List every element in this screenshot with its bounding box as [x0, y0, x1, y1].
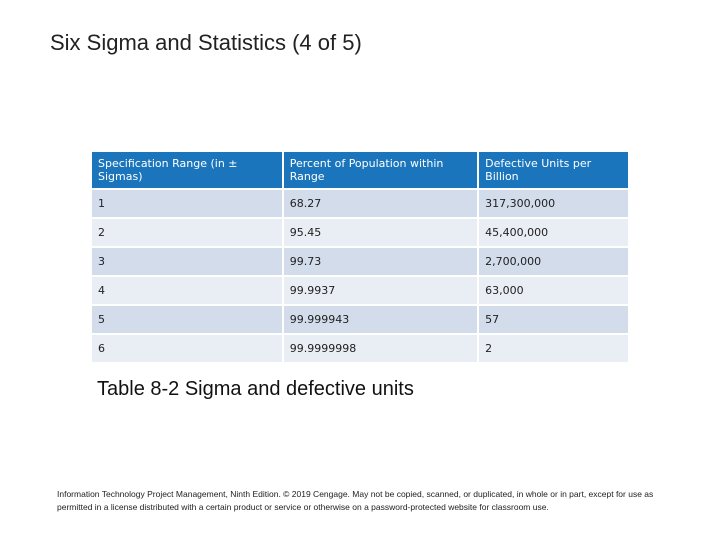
- table-caption: Table 8-2 Sigma and defective units: [97, 378, 414, 400]
- table-cell: 63,000: [479, 277, 628, 304]
- table-cell: 57: [479, 306, 628, 333]
- header-cell: Percent of Population within Range: [283, 152, 478, 188]
- table-cell: 4: [92, 277, 282, 304]
- header-cell: Specification Range (in ± Sigmas): [92, 152, 282, 188]
- table-cell: 3: [92, 248, 282, 275]
- table-cell: 5: [92, 306, 282, 333]
- table-cell: 99.9937: [283, 277, 478, 304]
- table-body: 1 68.27 317,300,000 2 95.45 45,400,000 3 99.73 2…: [92, 190, 628, 362]
- sigma-table: Specification Range (in ± Sigmas) Percent…: [90, 150, 630, 364]
- header-row: Specification Range (in ± Sigmas) Percent…: [92, 152, 628, 188]
- copyright-footer: Information Technology Project Managemen…: [57, 489, 654, 512]
- table-cell: 2: [92, 219, 282, 246]
- table-cell: 6: [92, 335, 282, 362]
- table-cell: 317,300,000: [479, 190, 628, 217]
- slide-title: Six Sigma and Statistics (4 of 5): [50, 30, 362, 55]
- table-cell: 45,400,000: [479, 219, 628, 246]
- table-cell: 99.73: [283, 248, 478, 275]
- table-cell: 1: [92, 190, 282, 217]
- table-cell: 68.27: [283, 190, 478, 217]
- table-cell: 2,700,000: [479, 248, 628, 275]
- table-row: 3 99.73 2,700,000: [92, 248, 628, 275]
- table-cell: 95.45: [283, 219, 478, 246]
- table-row: 4 99.9937 63,000: [92, 277, 628, 304]
- header-cell: Defective Units per Billion: [479, 152, 628, 188]
- table-row: 1 68.27 317,300,000: [92, 190, 628, 217]
- table-cell: 99.9999998: [283, 335, 478, 362]
- table-row: 5 99.999943 57: [92, 306, 628, 333]
- table-row: 6 99.9999998 2: [92, 335, 628, 362]
- table-cell: 99.999943: [283, 306, 478, 333]
- table-cell: 2: [479, 335, 628, 362]
- table-row: 2 95.45 45,400,000: [92, 219, 628, 246]
